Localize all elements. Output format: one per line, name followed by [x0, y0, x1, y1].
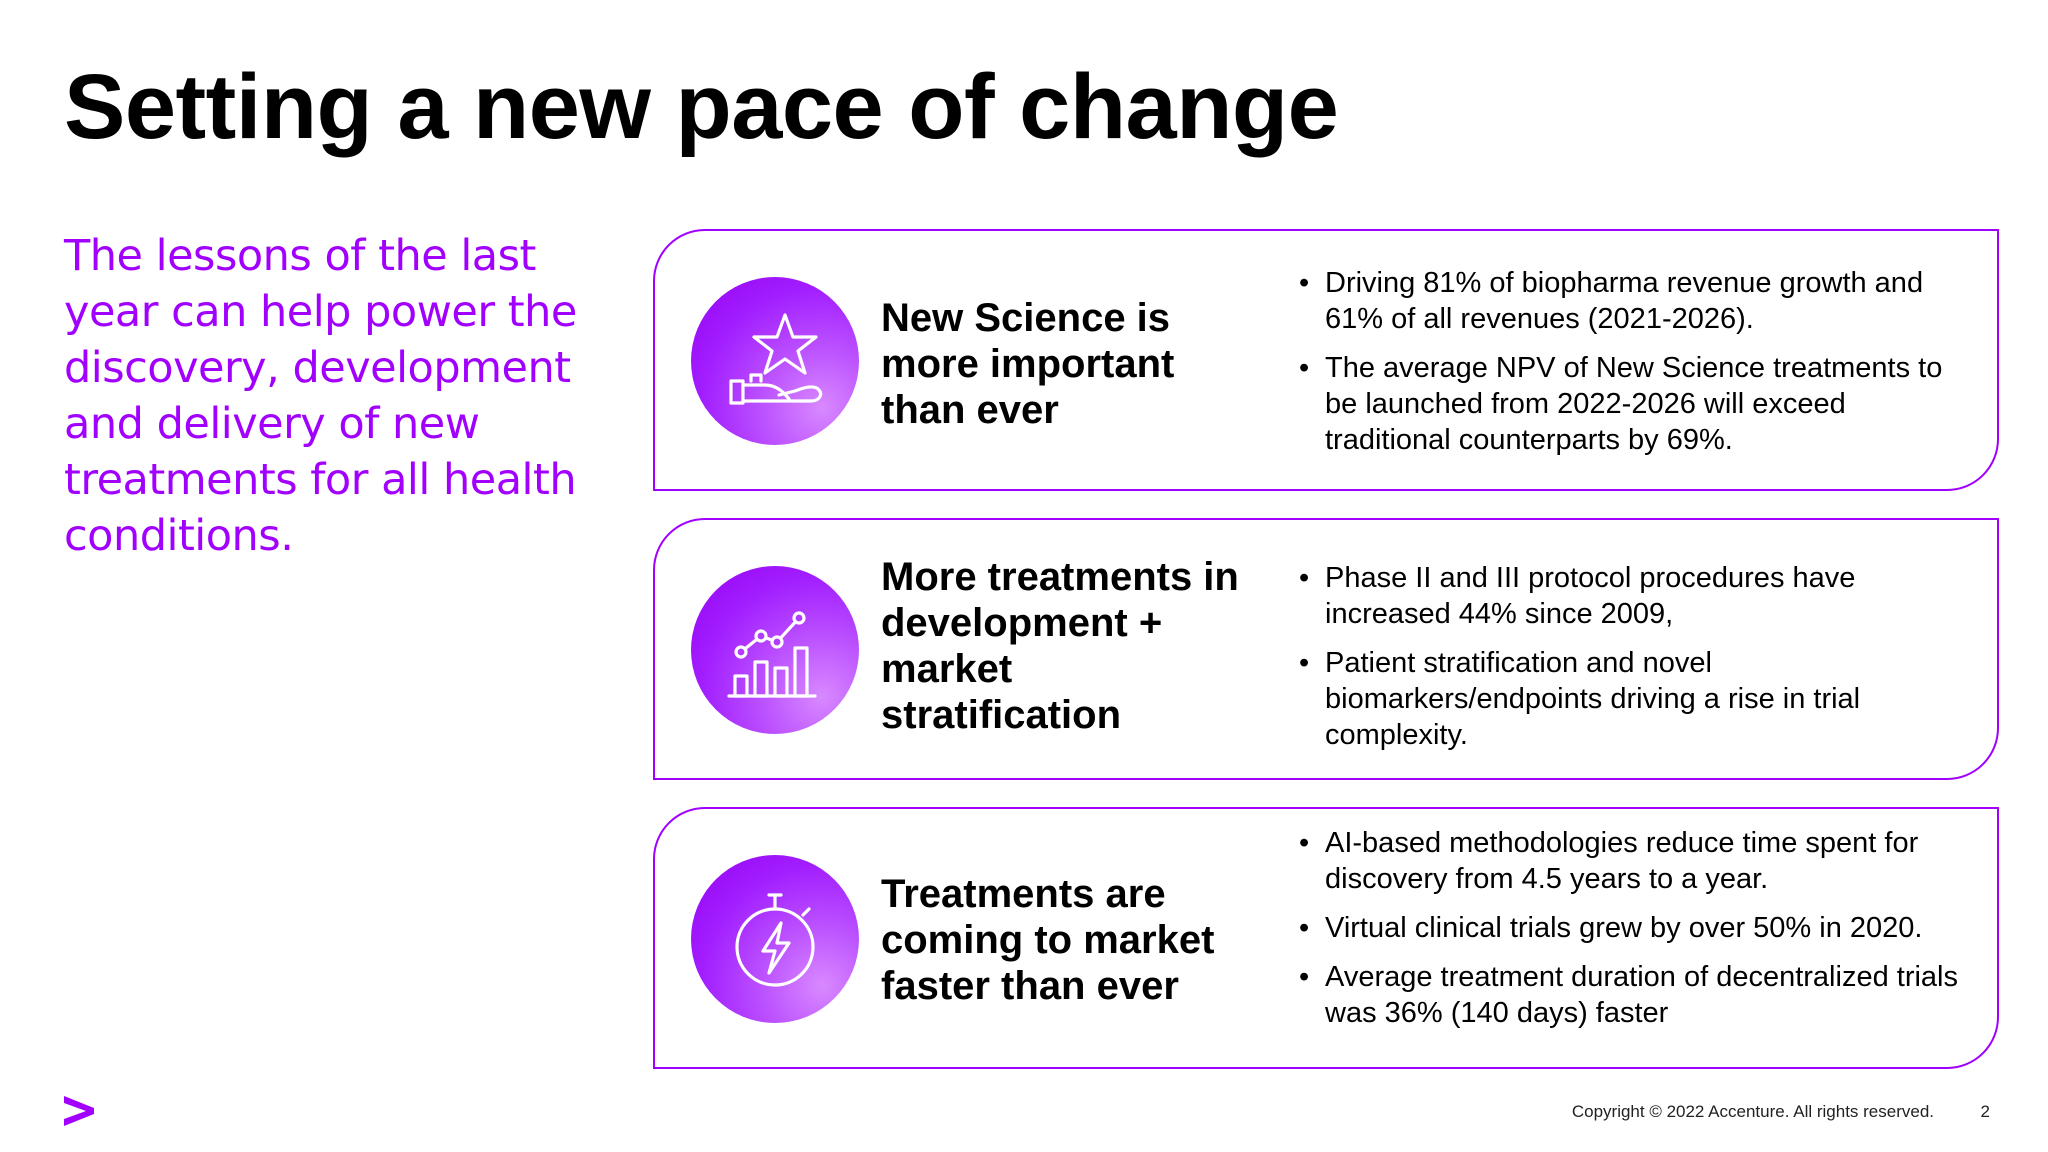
copyright-text: Copyright © 2022 Accenture. All rights r… [1571, 1102, 1934, 1121]
card-more-treatments: More treatments in development + market … [653, 518, 1999, 780]
lead-text: The lessons of the last year can help po… [64, 231, 577, 561]
bullet-item: Driving 81% of biopharma revenue growth … [1299, 265, 1979, 337]
card-heading: More treatments in development + market … [881, 555, 1239, 737]
slide-title: Setting a new pace of change [64, 56, 1339, 158]
bullet-item: Phase II and III protocol procedures hav… [1299, 560, 1979, 632]
bullet-item: AI-based methodologies reduce time spent… [1299, 825, 1979, 897]
card-bullets: AI-based methodologies reduce time spent… [1299, 825, 1979, 1044]
card-icon-badge [691, 855, 859, 1023]
growth-chart-icon [727, 611, 817, 698]
stopwatch-lightning-icon [735, 893, 815, 987]
page-number: 2 [1980, 1102, 1990, 1121]
card-icon-badge [691, 566, 859, 734]
card-faster-to-market: Treatments are coming to market faster t… [653, 807, 1999, 1069]
card-bullets: Driving 81% of biopharma revenue growth … [1299, 265, 1979, 471]
card-bullets: Phase II and III protocol procedures hav… [1299, 560, 1979, 766]
card-new-science: New Science is more important than ever … [653, 229, 1999, 491]
bullet-item: Average treatment duration of decentrali… [1299, 959, 1979, 1031]
card-icon-badge [691, 277, 859, 445]
bullet-item: The average NPV of New Science treatment… [1299, 350, 1979, 458]
bullet-item: Patient stratification and novel biomark… [1299, 645, 1979, 753]
bullet-item: Virtual clinical trials grew by over 50%… [1299, 910, 1979, 946]
star-hand-icon [729, 313, 823, 405]
accenture-logo [64, 1096, 94, 1126]
card-heading: New Science is more important than ever [881, 296, 1175, 432]
card-heading: Treatments are coming to market faster t… [881, 872, 1215, 1008]
